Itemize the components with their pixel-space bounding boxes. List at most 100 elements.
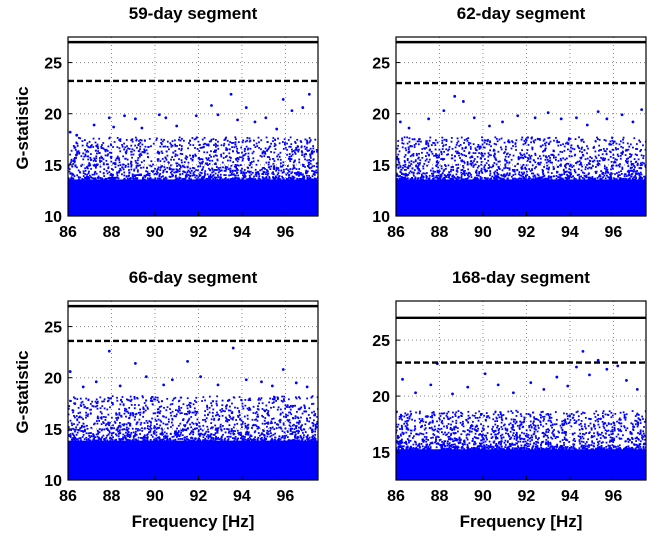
noise-point <box>641 161 644 164</box>
noise-point <box>308 407 311 410</box>
noise-point <box>591 436 594 438</box>
noise-point <box>182 403 185 406</box>
noise-point <box>313 178 316 181</box>
noise-point <box>288 411 290 414</box>
noise-point <box>300 416 302 419</box>
noise-point <box>291 406 294 408</box>
noise-point <box>444 167 447 170</box>
data-point <box>290 109 294 113</box>
noise-point <box>153 427 155 429</box>
noise-point <box>473 158 476 160</box>
noise-point <box>551 153 554 156</box>
noise-point <box>493 176 496 179</box>
noise-point <box>510 158 513 161</box>
noise-point <box>224 431 227 434</box>
noise-point <box>190 439 193 442</box>
noise-point <box>242 171 245 174</box>
noise-point <box>542 139 545 142</box>
noise-point <box>304 148 307 150</box>
noise-point <box>566 178 569 181</box>
noise-point <box>518 426 521 429</box>
noise-point <box>257 415 260 418</box>
noise-point <box>520 171 523 174</box>
noise-point <box>110 438 113 440</box>
noise-point <box>565 162 568 165</box>
noise-point <box>210 155 212 158</box>
noise-point <box>277 437 280 440</box>
noise-point <box>281 400 284 403</box>
noise-point <box>191 437 194 440</box>
noise-point <box>484 164 486 167</box>
noise-point <box>272 165 275 168</box>
noise-point <box>517 156 520 158</box>
noise-point <box>136 162 139 165</box>
noise-point <box>147 172 149 175</box>
noise-point <box>88 146 91 149</box>
noise-point <box>160 143 163 146</box>
noise-point <box>242 435 245 438</box>
noise-point <box>401 176 404 179</box>
noise-point <box>301 154 303 157</box>
noise-point <box>172 174 175 177</box>
noise-point <box>106 150 109 152</box>
noise-point <box>276 155 279 158</box>
noise-point <box>214 178 217 181</box>
noise-point <box>509 422 512 425</box>
noise-point <box>521 149 523 152</box>
noise-point <box>314 425 317 427</box>
noise-point <box>139 141 142 144</box>
noise-point <box>300 436 302 438</box>
noise-point <box>126 177 129 180</box>
noise-point <box>182 178 184 180</box>
noise-point <box>509 445 512 447</box>
noise-point <box>220 436 223 439</box>
noise-point <box>205 177 208 180</box>
noise-point <box>600 441 603 444</box>
noise-point <box>456 175 459 178</box>
noise-point <box>242 139 244 142</box>
noise-point <box>118 170 120 173</box>
noise-point <box>143 148 146 151</box>
noise-point <box>508 445 511 448</box>
noise-point <box>221 178 224 181</box>
noise-point <box>602 148 605 150</box>
noise-point <box>218 415 221 418</box>
noise-point <box>123 171 126 174</box>
noise-point <box>463 173 466 176</box>
noise-point <box>90 144 93 146</box>
noise-point <box>287 178 290 181</box>
noise-point <box>497 160 500 163</box>
noise-point <box>592 178 595 181</box>
noise-point <box>396 175 399 177</box>
noise-point <box>639 162 642 165</box>
noise-point <box>104 148 106 151</box>
noise-point <box>149 178 151 181</box>
noise-point <box>253 431 256 434</box>
noise-point <box>72 409 75 412</box>
noise-point <box>454 146 457 149</box>
noise-point <box>262 172 265 175</box>
noise-point <box>194 437 197 440</box>
noise-point <box>124 407 126 410</box>
noise-point <box>576 410 579 413</box>
noise-point <box>184 175 187 177</box>
noise-point <box>478 145 481 148</box>
noise-point <box>493 142 496 145</box>
noise-point <box>310 150 313 153</box>
noise-point <box>508 435 511 438</box>
chart-title: 66-day segment <box>129 268 258 287</box>
noise-point <box>169 412 172 414</box>
noise-point <box>217 171 220 174</box>
noise-point <box>230 164 233 167</box>
noise-point <box>95 157 98 160</box>
noise-point <box>142 439 145 442</box>
noise-point <box>101 436 103 439</box>
noise-point <box>248 170 251 173</box>
noise-point <box>208 176 210 179</box>
noise-point <box>407 148 410 151</box>
noise-point <box>121 144 124 146</box>
noise-point <box>286 148 289 151</box>
noise-point <box>233 177 236 180</box>
noise-point <box>532 178 535 181</box>
noise-point <box>255 171 257 174</box>
